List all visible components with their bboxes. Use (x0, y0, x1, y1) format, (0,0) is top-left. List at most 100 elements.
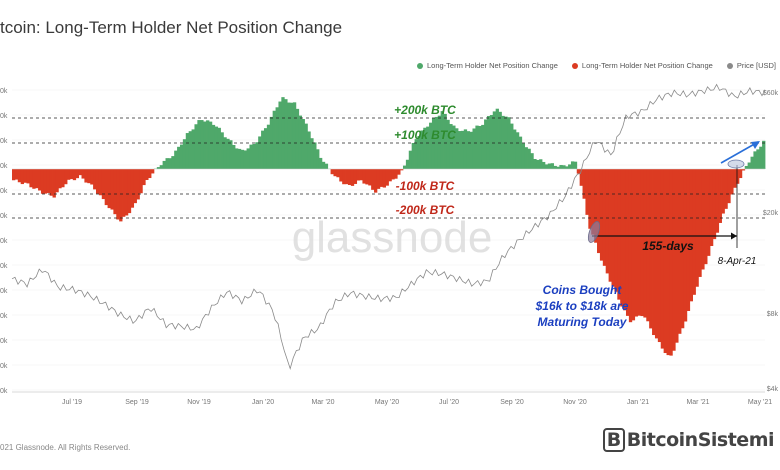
net-position-bar (466, 131, 470, 169)
net-position-bar (579, 169, 583, 186)
net-position-bar (756, 149, 760, 169)
net-position-bar (678, 169, 682, 334)
net-position-bar (318, 157, 323, 169)
x-tick-label: Sep '19 (125, 399, 149, 406)
coins-label-line1: Coins Bought (543, 283, 623, 297)
net-position-bar (599, 169, 604, 261)
net-position-bar (159, 165, 163, 169)
net-position-bar (733, 169, 737, 188)
net-position-bar (741, 169, 746, 171)
legend-swatch-negative (571, 62, 578, 69)
left-tick-label: 0k (0, 363, 8, 370)
net-position-bar (620, 169, 624, 307)
left-tick-label: 0k (0, 188, 8, 195)
price-line (11, 83, 766, 370)
net-position-bar (35, 169, 39, 189)
net-position-bar (594, 169, 598, 243)
x-tick-label: Nov '19 (187, 399, 211, 406)
x-tick-label: Jul '20 (439, 399, 459, 406)
x-tick-label: May '20 (375, 399, 399, 406)
net-position-bar (356, 169, 360, 181)
net-position-bar (692, 169, 696, 295)
net-position-bar (243, 150, 247, 169)
net-position-bar (628, 169, 633, 323)
net-position-bar (165, 158, 169, 169)
net-position-bar (550, 163, 554, 169)
net-position-bar (191, 129, 195, 169)
days-label: 155-days (642, 239, 694, 253)
net-position-bar (495, 108, 499, 169)
left-tick-label: 0k (0, 288, 8, 295)
net-position-bar (544, 164, 549, 169)
net-position-bar (101, 169, 106, 200)
net-position-bar (14, 169, 19, 180)
net-position-bar (107, 169, 111, 209)
net-position-bar (362, 169, 366, 184)
net-position-bar (744, 165, 749, 169)
net-position-bar (643, 169, 647, 318)
net-position-bar (379, 169, 384, 187)
net-position-bar (339, 169, 343, 182)
net-position-bar (365, 169, 369, 185)
net-position-bar (510, 123, 514, 169)
net-position-bar (672, 169, 676, 351)
net-position-bar (38, 169, 42, 191)
net-position-bar (258, 136, 262, 169)
trend-arrow-head (751, 141, 760, 149)
net-position-bar (67, 169, 71, 180)
net-position-bar (298, 115, 303, 169)
net-position-bar (240, 149, 245, 169)
net-position-bar (237, 148, 242, 169)
days-arrow-head (731, 232, 737, 240)
net-position-bar (226, 138, 230, 169)
net-position-bar (582, 169, 586, 199)
net-position-bar (666, 169, 670, 356)
reference-label: +100k BTC (394, 128, 456, 142)
net-position-bar (49, 169, 53, 196)
net-position-bar (437, 115, 442, 169)
net-position-bar (484, 119, 488, 169)
net-position-bar (116, 169, 120, 220)
net-position-bar (275, 107, 279, 169)
legend-item-negative[interactable]: Long-Term Holder Net Position Change (571, 61, 713, 70)
net-position-bar (695, 169, 699, 287)
net-position-bar (345, 169, 349, 185)
net-position-bar (614, 169, 618, 292)
net-position-bar (562, 165, 566, 169)
net-position-bar (727, 169, 731, 204)
net-position-bar (469, 131, 473, 169)
net-position-bar (124, 169, 129, 216)
net-position-bar (284, 99, 288, 169)
net-position-bar (174, 150, 178, 169)
net-position-bar (69, 169, 74, 180)
net-position-bar (527, 148, 531, 169)
chart-title: tcoin: Long-Term Holder Net Position Cha… (0, 18, 343, 37)
net-position-bar (130, 169, 135, 208)
net-position-bar (177, 146, 181, 169)
net-position-bar (29, 169, 33, 188)
net-position-bar (602, 169, 607, 266)
net-position-bar (40, 169, 45, 194)
legend-item-price[interactable]: Price [USD] (726, 61, 776, 70)
left-tick-label: 0k (0, 338, 8, 345)
brand-text: BitcoinSistemi (626, 429, 775, 451)
net-position-bar (408, 150, 413, 169)
net-position-bar (431, 118, 436, 169)
net-position-bar (110, 169, 114, 210)
net-position-bar (452, 125, 456, 169)
net-position-bar (637, 169, 641, 316)
net-position-bar (721, 169, 725, 214)
net-position-bar (104, 169, 108, 206)
net-position-bar (649, 169, 653, 329)
net-position-bar (374, 169, 378, 193)
net-position-bar (58, 169, 62, 189)
left-tick-label: 0k (0, 263, 8, 270)
brand-logo[interactable]: B BitcoinSistemi (602, 428, 775, 452)
net-position-bar (738, 169, 743, 179)
net-position-bar (400, 169, 404, 171)
net-position-bar (449, 124, 453, 169)
net-position-bar (78, 169, 82, 176)
legend-item-positive[interactable]: Long-Term Holder Net Position Change (417, 61, 558, 70)
net-position-bar (698, 169, 702, 277)
net-position-bar (342, 169, 346, 185)
